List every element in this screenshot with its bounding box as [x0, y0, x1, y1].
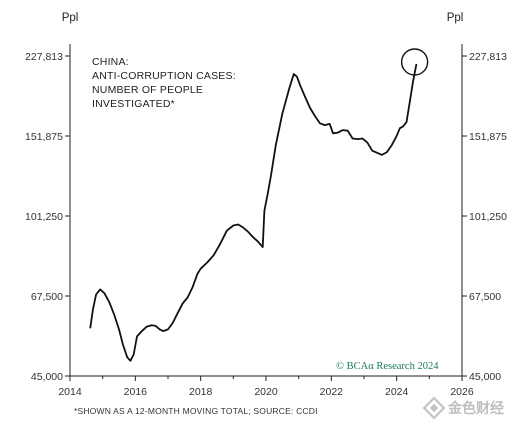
- x-tick-label: 2016: [124, 386, 148, 398]
- diamond-logo-icon: [422, 396, 446, 420]
- ticks: 227,813 227,813 151,875 151,875 101,250 101,2…: [25, 51, 507, 398]
- y-tick-label-right: 67,500: [469, 291, 501, 303]
- y-tick-label-left: 227,813: [25, 51, 63, 63]
- annotation: CHINA: ANTI-CORRUPTION CASES: NUMBER OF …: [92, 56, 236, 110]
- credit-alpha: α: [368, 361, 374, 372]
- footnote: *SHOWN AS A 12-MONTH MOVING TOTAL; SOURC…: [74, 406, 318, 416]
- x-tick-label: 2020: [254, 386, 278, 398]
- y-tick-label-left: 151,875: [25, 131, 63, 143]
- y-tick-label-right: 227,813: [469, 51, 507, 63]
- watermark-text: 金色财经: [447, 400, 504, 417]
- y-tick-label-left: 45,000: [31, 371, 63, 383]
- annotation-line-2: ANTI-CORRUPTION CASES:: [92, 70, 236, 82]
- y-tick-label-right: 101,250: [469, 211, 507, 223]
- x-tick-label: 2018: [189, 386, 213, 398]
- highlight-circle: [400, 48, 429, 76]
- watermark: 金色财经: [422, 396, 504, 420]
- annotation-line-1: CHINA:: [92, 56, 129, 68]
- x-tick-label: 2022: [320, 386, 344, 398]
- x-tick-label: 2026: [450, 386, 474, 398]
- y-tick-label-left: 67,500: [31, 291, 63, 303]
- y-tick-label-left: 101,250: [25, 211, 63, 223]
- left-unit-label: Ppl: [62, 12, 79, 24]
- y-tick-label-right: 151,875: [469, 131, 507, 143]
- credit-suffix: Research 2024: [374, 361, 439, 372]
- annotation-line-3: NUMBER OF PEOPLE: [92, 84, 203, 96]
- credit-label: © BCAα Research 2024: [336, 361, 439, 372]
- x-tick-label: 2024: [385, 386, 409, 398]
- series-line: [89, 63, 418, 362]
- annotation-line-4: INVESTIGATED*: [92, 98, 175, 110]
- y-tick-label-right: 45,000: [469, 371, 501, 383]
- x-tick-label: 2014: [58, 386, 82, 398]
- right-unit-label: Ppl: [447, 12, 464, 24]
- credit-prefix: © BCA: [336, 361, 369, 372]
